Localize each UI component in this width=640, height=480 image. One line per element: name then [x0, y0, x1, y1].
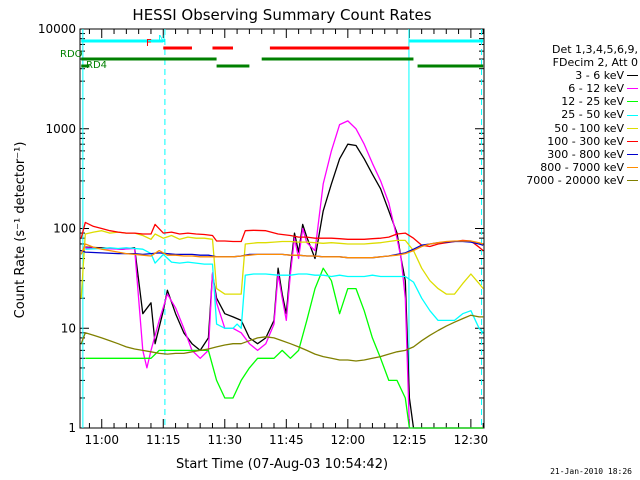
- legend-label: 25 - 50 keV: [561, 108, 624, 122]
- legend-item: 6 - 12 keV: [500, 82, 638, 95]
- legend-label: 7000 - 20000 keV: [526, 173, 624, 187]
- footer-date: 21-Jan-2010 18:26: [550, 467, 632, 476]
- legend-swatch: [627, 127, 638, 129]
- y-tick-label: 10000: [38, 22, 76, 36]
- legend-label: 50 - 100 keV: [554, 121, 624, 135]
- y-tick-label: 1: [68, 421, 76, 435]
- series-line: [80, 221, 484, 252]
- series-line: [85, 120, 484, 429]
- legend-item: 50 - 100 keV: [500, 122, 638, 135]
- legend-label: 800 - 7000 keV: [540, 160, 624, 174]
- legend-label: 6 - 12 keV: [568, 82, 624, 96]
- axis-ticks: 1 10 100 1000 10000 11:00 11:15 11:30 11:45 12:00…: [38, 22, 488, 447]
- x-tick-label: 12:30: [454, 433, 489, 447]
- legend-swatch: [627, 179, 638, 181]
- chart-title: HESSI Observing Summary Count Rates: [132, 6, 431, 24]
- legend-label: 12 - 25 keV: [561, 95, 624, 109]
- legend-swatch: [627, 101, 638, 103]
- legend-label: 300 - 800 keV: [547, 147, 624, 161]
- legend-item: 12 - 25 keV: [500, 95, 638, 108]
- plot-frame: [79, 28, 485, 429]
- series-line: [85, 143, 484, 429]
- y-tick-label: 1000: [45, 122, 76, 136]
- y-axis-label: Count Rate (s⁻¹ detector⁻¹): [13, 142, 28, 319]
- legend-header-line-1: Det 1,3,4,5,6,9,: [551, 43, 638, 56]
- flag-label: N: [158, 34, 165, 45]
- legend-item: 100 - 300 keV: [500, 135, 638, 148]
- data-series: [80, 120, 484, 429]
- series-line: [80, 314, 484, 362]
- legend: Det 1,3,4,5,6,9, FDecim 2, Att 0 3 - 6 k…: [500, 43, 638, 187]
- legend-swatch: [627, 114, 638, 116]
- legend-item: 800 - 7000 keV: [500, 161, 638, 174]
- legend-item: 7000 - 20000 keV: [500, 174, 638, 187]
- series-line: [80, 230, 484, 299]
- legend-header-line-2: FDecim 2, Att 0: [552, 56, 638, 70]
- legend-item: 25 - 50 keV: [500, 108, 638, 121]
- legend-label: 100 - 300 keV: [547, 134, 624, 148]
- x-axis-label: Start Time (07-Aug-03 10:54:42): [176, 457, 388, 472]
- legend-items: 3 - 6 keV 6 - 12 keV 12 - 25 keV 25 - 50 ke…: [500, 69, 638, 187]
- x-tick-label: 11:15: [146, 433, 181, 447]
- legend-label: 3 - 6 keV: [575, 69, 624, 83]
- series-line: [85, 267, 484, 429]
- legend-swatch: [627, 75, 638, 77]
- x-tick-label: 11:00: [84, 433, 119, 447]
- vertical-markers: [82, 29, 483, 428]
- legend-swatch: [627, 166, 638, 168]
- legend-item: 3 - 6 keV: [500, 69, 638, 82]
- series-line: [80, 240, 484, 259]
- legend-item: 300 - 800 keV: [500, 148, 638, 161]
- x-tick-label: 12:15: [392, 433, 427, 447]
- flag-label: F: [146, 38, 152, 49]
- x-tick-label: 11:45: [269, 433, 304, 447]
- y-tick-label: 100: [53, 222, 76, 236]
- flag-label: RD4: [86, 60, 107, 71]
- legend-swatch: [627, 153, 638, 155]
- series-line: [85, 247, 484, 334]
- legend-swatch: [627, 140, 638, 142]
- flag-label: RDO: [60, 49, 83, 60]
- x-tick-label: 11:30: [207, 433, 242, 447]
- x-tick-label: 12:00: [331, 433, 366, 447]
- y-tick-label: 10: [61, 321, 76, 335]
- legend-swatch: [627, 88, 638, 90]
